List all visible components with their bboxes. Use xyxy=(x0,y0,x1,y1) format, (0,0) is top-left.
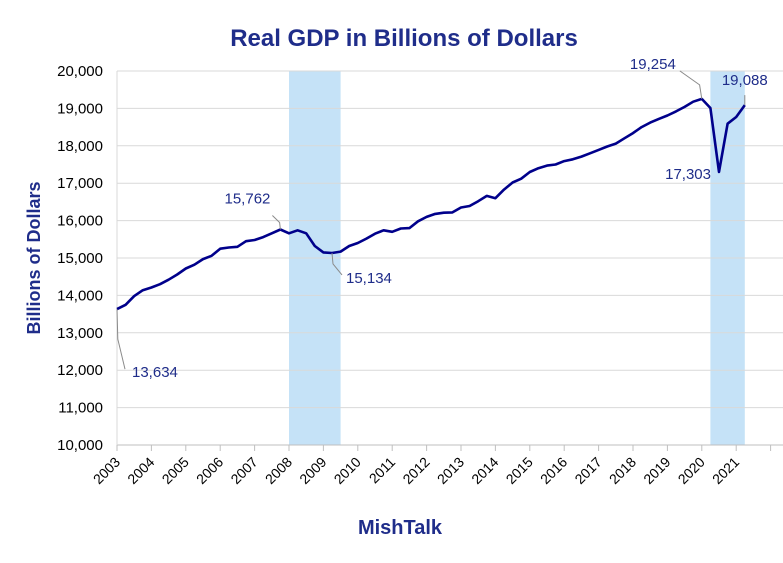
annotation-leader xyxy=(272,215,281,230)
gridlines xyxy=(117,70,783,446)
labels: 10,000 11,000 12,000 13,000 14,000 15,000 16,0… xyxy=(57,56,768,487)
chart-title: Real GDP in Billions of Dollars xyxy=(230,25,578,52)
y-tick-label: 12,000 xyxy=(57,362,103,379)
annotation-leader xyxy=(116,309,126,370)
y-tick-label: 15,000 xyxy=(57,250,103,267)
y-tick-label: 14,000 xyxy=(57,287,103,304)
x-tick-label: 2020 xyxy=(675,454,708,487)
x-tick-label: 2006 xyxy=(193,454,226,487)
y-tick-label: 10,000 xyxy=(57,437,103,454)
y-tick-label: 19,000 xyxy=(57,100,103,117)
annotation-label: 15,134 xyxy=(346,270,392,287)
y-tick-label: 16,000 xyxy=(57,213,103,230)
series xyxy=(116,97,746,311)
x-tick-label: 2005 xyxy=(159,454,192,487)
annotation-label: 17,303 xyxy=(665,166,711,183)
gdp-series-line xyxy=(116,97,746,311)
x-tick-label: 2021 xyxy=(709,454,742,487)
x-tick-label: 2012 xyxy=(399,454,432,487)
y-axis-label: Billions of Dollars xyxy=(24,181,44,334)
x-tick-label: 2016 xyxy=(537,454,570,487)
annotation-label: 15,762 xyxy=(225,191,271,208)
annotation-leader xyxy=(679,70,703,99)
x-tick-label: 2017 xyxy=(571,454,604,487)
y-tick-label: 18,000 xyxy=(57,138,103,155)
x-tick-label: 2008 xyxy=(262,454,295,487)
y-tick-label: 11,000 xyxy=(58,400,103,417)
x-tick-label: 2015 xyxy=(503,454,536,487)
x-tick-label: 2014 xyxy=(468,454,501,487)
x-tick-label: 2007 xyxy=(227,454,260,487)
y-tick-label: 20,000 xyxy=(57,63,103,80)
x-tick-label: 2003 xyxy=(90,454,123,487)
source-label: MishTalk xyxy=(358,517,443,539)
x-tick-label: 2011 xyxy=(366,454,399,487)
axes xyxy=(116,71,783,451)
annotation-label: 13,634 xyxy=(132,364,178,381)
x-tick-label: 2013 xyxy=(434,454,467,487)
y-tick-label: 13,000 xyxy=(57,325,103,342)
annotation-label: 19,254 xyxy=(630,56,676,73)
annotation-label: 19,088 xyxy=(722,72,768,89)
x-tick-label: 2018 xyxy=(606,454,639,487)
annotation-leader xyxy=(331,252,343,276)
x-tick-label: 2004 xyxy=(124,454,157,487)
x-tick-label: 2019 xyxy=(640,454,673,487)
x-tick-label: 2010 xyxy=(331,454,364,487)
y-tick-label: 17,000 xyxy=(57,175,103,192)
x-tick-label: 2009 xyxy=(296,454,329,487)
